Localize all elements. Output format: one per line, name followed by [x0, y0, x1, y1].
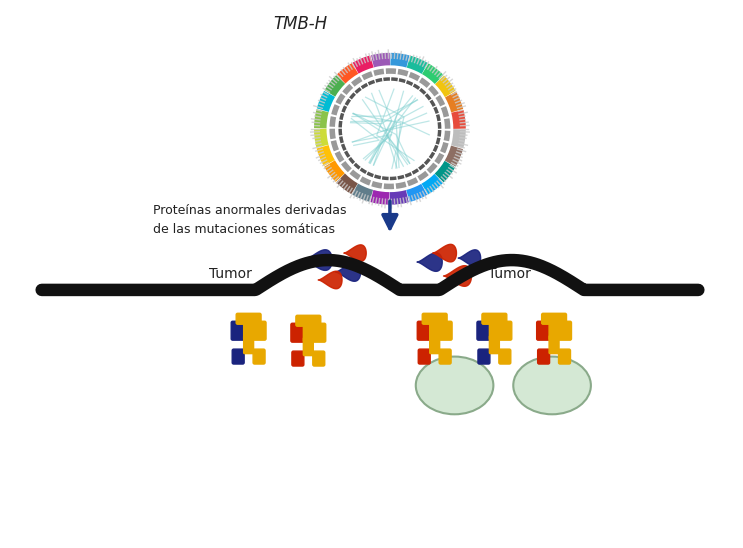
- FancyBboxPatch shape: [559, 349, 571, 364]
- FancyBboxPatch shape: [422, 313, 447, 324]
- FancyBboxPatch shape: [490, 336, 499, 353]
- FancyBboxPatch shape: [536, 321, 550, 340]
- FancyBboxPatch shape: [418, 349, 430, 364]
- FancyBboxPatch shape: [477, 321, 490, 340]
- FancyBboxPatch shape: [292, 351, 304, 366]
- FancyBboxPatch shape: [303, 338, 314, 356]
- FancyBboxPatch shape: [429, 336, 440, 353]
- FancyBboxPatch shape: [303, 322, 314, 341]
- Circle shape: [348, 87, 432, 170]
- Polygon shape: [444, 266, 472, 286]
- Text: Tumor: Tumor: [488, 267, 531, 281]
- FancyBboxPatch shape: [313, 351, 325, 366]
- Polygon shape: [344, 245, 366, 261]
- FancyBboxPatch shape: [418, 321, 430, 340]
- Polygon shape: [319, 271, 342, 289]
- FancyBboxPatch shape: [233, 349, 244, 364]
- FancyBboxPatch shape: [253, 349, 265, 364]
- FancyBboxPatch shape: [439, 321, 452, 340]
- FancyBboxPatch shape: [313, 323, 325, 342]
- FancyBboxPatch shape: [291, 323, 304, 342]
- FancyBboxPatch shape: [549, 320, 559, 340]
- FancyBboxPatch shape: [236, 313, 261, 324]
- Ellipse shape: [513, 357, 591, 414]
- Polygon shape: [305, 250, 332, 270]
- Polygon shape: [336, 262, 360, 281]
- FancyBboxPatch shape: [499, 321, 512, 340]
- Polygon shape: [458, 250, 481, 266]
- FancyBboxPatch shape: [538, 349, 550, 364]
- FancyBboxPatch shape: [439, 349, 451, 364]
- Text: TMB-H: TMB-H: [273, 15, 328, 33]
- FancyBboxPatch shape: [244, 336, 253, 353]
- FancyBboxPatch shape: [499, 349, 510, 364]
- FancyBboxPatch shape: [296, 315, 321, 326]
- FancyBboxPatch shape: [253, 321, 266, 340]
- Ellipse shape: [416, 357, 493, 414]
- Polygon shape: [417, 253, 442, 271]
- FancyBboxPatch shape: [542, 313, 566, 324]
- Text: Tumor: Tumor: [210, 267, 252, 281]
- FancyBboxPatch shape: [244, 320, 253, 340]
- FancyBboxPatch shape: [549, 336, 559, 353]
- FancyBboxPatch shape: [429, 320, 440, 340]
- FancyBboxPatch shape: [231, 321, 244, 340]
- FancyBboxPatch shape: [482, 313, 507, 324]
- Text: Proteínas anormales derivadas
de las mutaciones somáticas: Proteínas anormales derivadas de las mut…: [153, 204, 347, 236]
- FancyBboxPatch shape: [490, 320, 499, 340]
- Polygon shape: [433, 244, 456, 262]
- FancyBboxPatch shape: [559, 321, 571, 340]
- FancyBboxPatch shape: [478, 349, 490, 364]
